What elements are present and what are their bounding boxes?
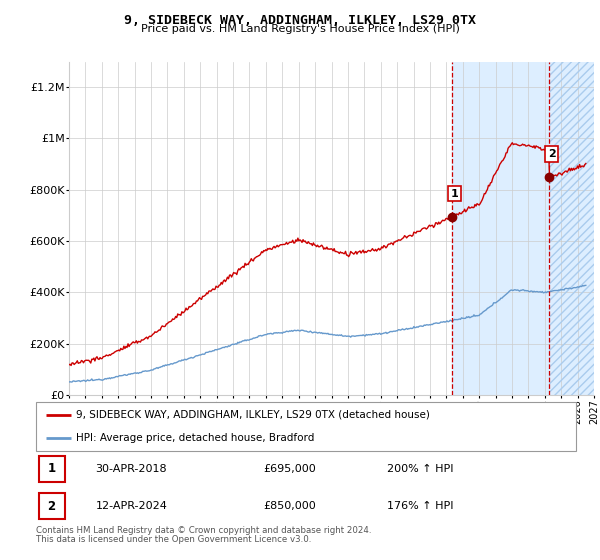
- Text: This data is licensed under the Open Government Licence v3.0.: This data is licensed under the Open Gov…: [36, 535, 311, 544]
- Text: HPI: Average price, detached house, Bradford: HPI: Average price, detached house, Brad…: [77, 433, 315, 444]
- FancyBboxPatch shape: [39, 493, 65, 520]
- FancyBboxPatch shape: [39, 456, 65, 482]
- FancyBboxPatch shape: [36, 402, 576, 451]
- Text: 9, SIDEBECK WAY, ADDINGHAM, ILKLEY, LS29 0TX (detached house): 9, SIDEBECK WAY, ADDINGHAM, ILKLEY, LS29…: [77, 410, 430, 420]
- Text: 176% ↑ HPI: 176% ↑ HPI: [387, 501, 454, 511]
- Text: Contains HM Land Registry data © Crown copyright and database right 2024.: Contains HM Land Registry data © Crown c…: [36, 526, 371, 535]
- Bar: [550, 62, 594, 395]
- Text: 2: 2: [548, 149, 556, 159]
- Bar: [550, 62, 594, 395]
- Text: 9, SIDEBECK WAY, ADDINGHAM, ILKLEY, LS29 0TX: 9, SIDEBECK WAY, ADDINGHAM, ILKLEY, LS29…: [124, 14, 476, 27]
- Text: 12-APR-2024: 12-APR-2024: [95, 501, 167, 511]
- Text: 2: 2: [47, 500, 56, 512]
- Text: £850,000: £850,000: [263, 501, 316, 511]
- Text: 30-APR-2018: 30-APR-2018: [95, 464, 167, 474]
- Text: 1: 1: [47, 463, 56, 475]
- Text: 200% ↑ HPI: 200% ↑ HPI: [387, 464, 454, 474]
- Text: £695,000: £695,000: [263, 464, 316, 474]
- Text: 1: 1: [451, 189, 458, 199]
- Text: Price paid vs. HM Land Registry's House Price Index (HPI): Price paid vs. HM Land Registry's House …: [140, 24, 460, 34]
- Bar: [452, 62, 550, 395]
